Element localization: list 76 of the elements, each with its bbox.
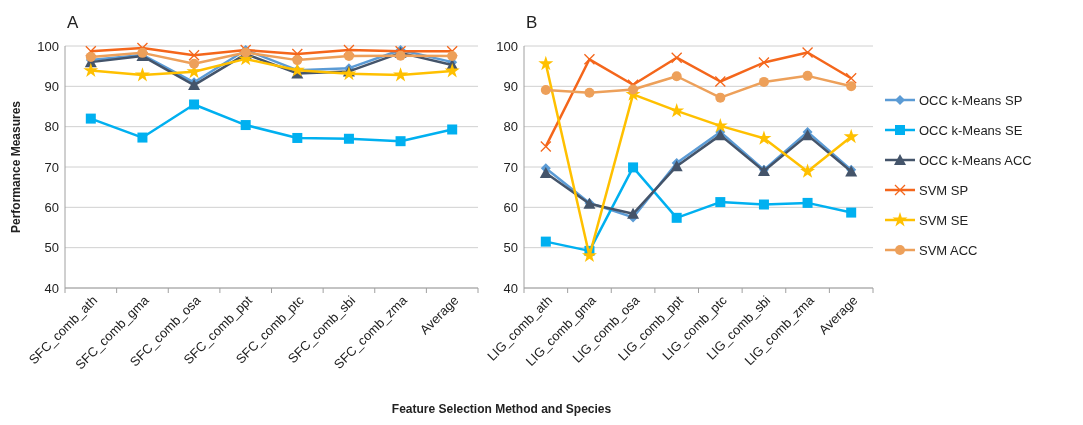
point	[539, 167, 552, 179]
point	[715, 197, 726, 208]
point	[189, 99, 200, 110]
legend-label: SVM ACC	[919, 242, 978, 258]
y-tick-label: 40	[503, 280, 518, 296]
point	[189, 58, 200, 69]
point	[671, 71, 682, 82]
legend-label: SVM SP	[919, 182, 969, 198]
y-tick-label: 70	[44, 159, 59, 175]
y-tick-label: 80	[503, 119, 518, 135]
point	[843, 128, 859, 144]
point	[447, 124, 458, 135]
point	[758, 56, 770, 69]
point	[85, 113, 96, 124]
point	[671, 52, 683, 64]
point	[291, 48, 303, 60]
chart-title: A	[67, 13, 79, 32]
point	[341, 65, 357, 81]
point	[584, 87, 595, 98]
point	[758, 199, 769, 210]
point	[715, 92, 726, 103]
point	[846, 81, 857, 92]
point	[802, 197, 813, 208]
y-tick-label: 70	[503, 159, 518, 175]
y-tick-label: 80	[44, 119, 59, 135]
point	[670, 160, 683, 172]
point	[292, 132, 303, 143]
point	[343, 133, 354, 144]
point	[538, 55, 554, 71]
y-tick-label: 90	[503, 78, 518, 94]
point	[83, 62, 99, 77]
y-tick-label: 100	[496, 38, 518, 54]
chart-title: B	[526, 13, 538, 32]
legend-label: OCC k-Means SE	[919, 122, 1023, 138]
point	[134, 67, 150, 82]
point	[137, 132, 148, 143]
y-tick-label: 90	[44, 78, 59, 94]
point	[627, 207, 640, 219]
y-tick-label: 50	[44, 240, 59, 256]
point	[583, 53, 596, 65]
point	[628, 162, 639, 173]
point	[444, 63, 460, 78]
point	[802, 70, 813, 81]
y-axis-title: Performance Measures	[9, 100, 23, 234]
legend-label: OCC k-Means SP	[919, 92, 1023, 108]
point	[292, 55, 303, 66]
point	[540, 236, 551, 247]
legend-label: SVM SE	[919, 212, 969, 228]
y-tick-label: 40	[44, 280, 59, 296]
point	[240, 120, 251, 131]
y-tick-label: 50	[503, 240, 518, 256]
point	[540, 84, 551, 95]
point	[85, 51, 96, 62]
point	[581, 247, 597, 263]
point	[801, 129, 814, 141]
y-tick-label: 60	[503, 199, 518, 215]
y-tick-label: 100	[37, 38, 59, 54]
point	[800, 163, 816, 178]
point	[628, 84, 639, 95]
point	[540, 140, 552, 153]
point	[758, 76, 769, 87]
point	[188, 49, 200, 61]
point	[671, 212, 682, 223]
point	[343, 51, 354, 62]
point	[846, 207, 857, 218]
point	[395, 136, 406, 147]
y-tick-label: 60	[44, 199, 59, 215]
legend-label: OCC k-Means ACC	[919, 152, 1032, 168]
point	[801, 46, 814, 59]
point	[669, 103, 685, 118]
point	[714, 129, 727, 141]
text: Feature Selection Method and Species	[391, 402, 612, 416]
point	[845, 72, 857, 84]
point	[393, 67, 409, 82]
point	[447, 51, 458, 62]
point	[714, 75, 726, 88]
